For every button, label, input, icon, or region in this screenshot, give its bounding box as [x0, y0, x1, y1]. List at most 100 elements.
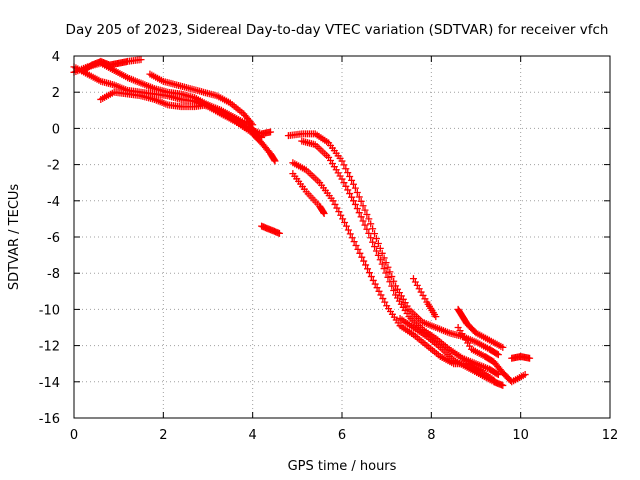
data-point	[376, 256, 384, 264]
data-point	[357, 197, 365, 205]
data-point	[382, 259, 390, 267]
data-point	[499, 343, 507, 351]
data-point	[349, 197, 357, 205]
data-point	[342, 165, 350, 173]
data-point	[348, 193, 356, 201]
x-tick-label: 12	[602, 428, 619, 443]
data-point	[339, 215, 347, 223]
chart-title: Day 205 of 2023, Sidereal Day-to-day VTE…	[66, 22, 609, 38]
data-point	[373, 284, 381, 292]
series-track-14	[454, 305, 507, 351]
data-point	[377, 291, 385, 299]
y-tick-label: -4	[47, 195, 60, 210]
y-tick-label: -6	[47, 231, 60, 246]
data-point	[346, 172, 354, 180]
data-point	[381, 298, 389, 306]
data-point	[365, 215, 373, 223]
series-track-4	[97, 88, 261, 138]
y-tick-label: -14	[39, 376, 60, 391]
data-point	[361, 221, 369, 229]
x-tick-label: 2	[159, 428, 167, 443]
data-point	[340, 179, 348, 187]
data-point	[367, 273, 375, 281]
data-point	[344, 226, 352, 234]
data-point	[361, 206, 369, 214]
data-point	[382, 269, 390, 277]
data-point	[137, 56, 145, 64]
data-point	[390, 287, 398, 295]
data-point	[348, 176, 356, 184]
data-point	[360, 257, 368, 265]
data-point	[372, 247, 380, 255]
data-point	[367, 220, 375, 228]
data-point	[337, 211, 345, 219]
data-point	[363, 225, 371, 233]
data-point	[521, 371, 529, 379]
y-axis-label: SDTVAR / TECUs	[7, 184, 22, 291]
data-point	[371, 280, 379, 288]
series-track-16	[508, 352, 534, 362]
data-point	[386, 268, 394, 276]
data-point	[432, 313, 440, 321]
series-track-3	[79, 56, 145, 74]
y-tick-label: 0	[52, 122, 60, 137]
data-point	[344, 169, 352, 177]
data-point	[375, 287, 383, 295]
data-point	[372, 235, 380, 243]
data-point	[378, 249, 386, 257]
data-point	[388, 273, 396, 281]
data-point	[358, 253, 366, 261]
data-point	[341, 219, 349, 227]
data-point	[247, 119, 255, 127]
x-tick-label: 8	[427, 428, 435, 443]
series-track-5	[146, 70, 257, 129]
data-point	[346, 190, 354, 198]
series-track-11	[289, 170, 328, 217]
data-point	[335, 208, 343, 216]
data-point	[369, 238, 377, 246]
data-point	[363, 211, 371, 219]
data-point	[386, 278, 394, 286]
data-point	[378, 260, 386, 268]
data-point	[267, 128, 275, 136]
data-point	[356, 249, 364, 257]
data-point	[384, 273, 392, 281]
data-point	[359, 217, 367, 225]
data-point	[355, 193, 363, 201]
series-track-9	[298, 137, 502, 379]
data-point	[388, 282, 396, 290]
data-point	[340, 161, 348, 169]
y-tick-label: 4	[52, 50, 60, 65]
data-point	[380, 265, 388, 273]
data-point	[365, 229, 373, 237]
y-tick-label: -16	[39, 412, 60, 427]
data-point	[384, 263, 392, 271]
data-point	[379, 295, 387, 303]
data-point	[357, 213, 365, 221]
x-tick-label: 0	[70, 428, 78, 443]
data-point	[376, 244, 384, 252]
y-tick-label: -12	[39, 340, 60, 355]
x-tick-label: 10	[512, 428, 529, 443]
data-point	[374, 239, 382, 247]
y-tick-label: -10	[39, 303, 60, 318]
data-point	[526, 354, 534, 362]
data-point	[329, 197, 337, 205]
series-track-6	[249, 130, 279, 165]
series-track-8	[284, 130, 502, 359]
data-point	[342, 182, 350, 190]
data-point	[353, 205, 361, 213]
series-track-15	[396, 314, 507, 389]
series-track-13	[454, 324, 529, 386]
data-point	[380, 254, 388, 262]
data-point	[371, 243, 379, 251]
data-point	[275, 229, 283, 237]
data-point	[369, 276, 377, 284]
data-point	[493, 370, 501, 378]
y-tick-label: 2	[52, 86, 60, 101]
data-point	[342, 222, 350, 230]
data-point	[353, 189, 361, 197]
data-point	[344, 186, 352, 194]
